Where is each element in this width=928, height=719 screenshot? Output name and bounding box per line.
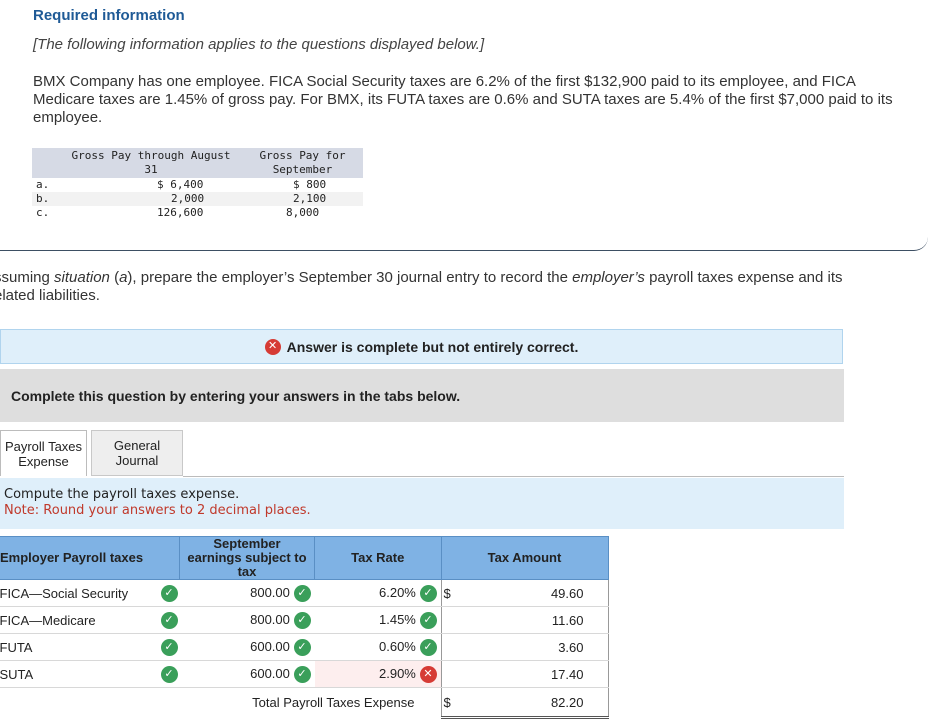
table-row: c. 126,600 8,000 bbox=[32, 206, 363, 220]
instructions-banner: Complete this question by entering your … bbox=[0, 369, 844, 422]
tax-name: FUTA bbox=[0, 633, 161, 661]
tax-amount: 17.40 bbox=[453, 660, 609, 688]
tab-payroll-taxes-expense[interactable]: Payroll Taxes Expense bbox=[0, 430, 87, 476]
header-through-august: Gross Pay through August 31 bbox=[60, 148, 242, 178]
check-icon: ✓ bbox=[293, 584, 311, 602]
problem-intro: BMX Company has one employee. FICA Socia… bbox=[33, 73, 893, 126]
section-divider bbox=[0, 236, 928, 251]
instruction-panel: Compute the payroll taxes expense. Note:… bbox=[0, 478, 844, 529]
tax-name: FICA—Medicare bbox=[0, 606, 161, 634]
through-august-value: $ 6,400 bbox=[157, 178, 204, 191]
tab-divider bbox=[183, 476, 844, 477]
required-information-title: Required information bbox=[33, 7, 185, 24]
info-note: [The following information applies to th… bbox=[33, 36, 485, 53]
tax-rate-input[interactable]: 6.20% ✓ bbox=[314, 579, 441, 607]
dollar-sign: $ bbox=[440, 687, 454, 719]
through-august-value: 2,000 bbox=[60, 192, 242, 206]
total-label: Total Payroll Taxes Expense bbox=[252, 695, 415, 711]
tax-amount: 49.60 bbox=[453, 579, 609, 607]
header-employer-payroll-taxes: Employer Payroll taxes bbox=[0, 536, 180, 580]
row-label: b. bbox=[32, 192, 60, 206]
header-september: Gross Pay for September bbox=[242, 148, 363, 178]
dollar-sign bbox=[440, 660, 454, 688]
check-icon: ✓ bbox=[160, 584, 178, 602]
gross-pay-table: Gross Pay through August 31 Gross Pay fo… bbox=[32, 148, 363, 220]
header-tax-rate: Tax Rate bbox=[314, 536, 442, 580]
dollar-sign bbox=[440, 633, 454, 661]
rounding-note: Note: Round your answers to 2 decimal pl… bbox=[4, 503, 311, 518]
tax-name: SUTA bbox=[0, 660, 161, 688]
check-icon: ✓ bbox=[160, 638, 178, 656]
payroll-tax-table: Employer Payroll taxes September earning… bbox=[0, 536, 609, 719]
header-september-earnings: September earnings subject to tax bbox=[179, 536, 315, 580]
answer-status-banner: ✕ Answer is complete but not entirely co… bbox=[0, 329, 843, 364]
earnings-input[interactable]: 600.00 ✓ bbox=[179, 660, 315, 688]
through-august-value: 126,600 bbox=[157, 206, 204, 219]
september-value: 8,000 bbox=[286, 206, 320, 219]
table-row: a. $ 6,400 $ 800 bbox=[32, 178, 363, 192]
check-icon: ✓ bbox=[160, 665, 178, 683]
panel-prompt: Compute the payroll taxes expense. bbox=[4, 487, 240, 502]
tab-general-journal[interactable]: General Journal bbox=[91, 430, 183, 476]
gross-pay-table-header: Gross Pay through August 31 Gross Pay fo… bbox=[32, 148, 363, 178]
tax-name: FICA—Social Security bbox=[0, 579, 161, 607]
header-tax-amount: Tax Amount bbox=[440, 536, 609, 580]
payroll-tax-table-header: Employer Payroll taxes September earning… bbox=[0, 536, 609, 580]
september-value: $ 800 bbox=[293, 178, 327, 191]
september-value: 2,100 bbox=[242, 192, 363, 206]
earnings-input[interactable]: 800.00 ✓ bbox=[179, 606, 315, 634]
check-icon: ✓ bbox=[419, 584, 437, 602]
dollar-sign bbox=[440, 606, 454, 634]
tax-rate-input[interactable]: 2.90% ✕ bbox=[314, 660, 441, 688]
check-icon: ✓ bbox=[419, 611, 437, 629]
question-text: ssuming situation (a), prepare the emplo… bbox=[0, 269, 843, 304]
check-icon: ✓ bbox=[419, 638, 437, 656]
earnings-input[interactable]: 600.00 ✓ bbox=[179, 633, 315, 661]
dollar-sign: $ bbox=[440, 579, 454, 607]
tax-amount: 3.60 bbox=[453, 633, 609, 661]
row-label: a. bbox=[36, 178, 50, 191]
check-icon: ✓ bbox=[293, 665, 311, 683]
tax-rate-input[interactable]: 0.60% ✓ bbox=[314, 633, 441, 661]
x-circle-icon: ✕ bbox=[264, 338, 281, 355]
x-circle-icon: ✕ bbox=[419, 665, 437, 683]
check-icon: ✓ bbox=[160, 611, 178, 629]
earnings-input[interactable]: 800.00 ✓ bbox=[179, 579, 315, 607]
check-icon: ✓ bbox=[293, 638, 311, 656]
row-label: c. bbox=[36, 206, 50, 219]
table-row: SUTA ✓ 600.00 ✓ 2.90% ✕ 17.40 bbox=[0, 660, 609, 688]
answer-status-text: Answer is complete but not entirely corr… bbox=[286, 338, 579, 355]
total-amount: 82.20 bbox=[453, 687, 609, 719]
total-row: Total Payroll Taxes Expense $ 82.20 bbox=[0, 687, 609, 719]
table-row: FUTA ✓ 600.00 ✓ 0.60% ✓ 3.60 bbox=[0, 633, 609, 661]
table-row: b. 2,000 2,100 bbox=[32, 192, 363, 206]
tax-rate-input[interactable]: 1.45% ✓ bbox=[314, 606, 441, 634]
tax-amount: 11.60 bbox=[453, 606, 609, 634]
table-row: FICA—Social Security ✓ 800.00 ✓ 6.20% ✓ … bbox=[0, 579, 609, 607]
check-icon: ✓ bbox=[293, 611, 311, 629]
table-row: FICA—Medicare ✓ 800.00 ✓ 1.45% ✓ 11.60 bbox=[0, 606, 609, 634]
